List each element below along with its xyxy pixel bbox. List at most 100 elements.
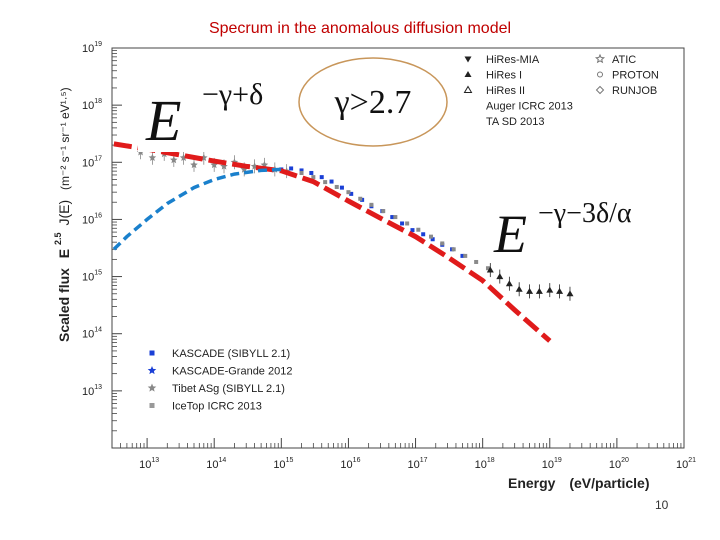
x-tick-exp: 15 <box>286 457 294 464</box>
y-tick-exp: 17 <box>94 155 102 162</box>
data-point <box>451 247 456 252</box>
slide-number: 10 <box>655 498 669 512</box>
legend-label: KASCADE (SIBYLL 2.1) <box>172 348 290 360</box>
x-tick-label: 1018 <box>475 457 495 471</box>
data-point <box>526 287 534 294</box>
legend-label: HiRes II <box>486 85 525 97</box>
x-tick-label: 1017 <box>408 457 428 471</box>
data-point <box>148 153 157 161</box>
data-point <box>358 196 363 201</box>
y-axis-title-main: Scaled flux <box>56 268 72 342</box>
data-point <box>429 234 434 239</box>
data-points <box>136 145 574 301</box>
legend-marker <box>149 403 155 408</box>
data-point <box>334 184 339 189</box>
data-point <box>339 185 344 190</box>
legend-marker <box>595 53 605 64</box>
formula-right-base: E <box>493 204 527 264</box>
legend-label: PROTON <box>612 70 659 82</box>
y-axis-title-func: J(E) <box>56 200 72 226</box>
svg-text:Scaled flux E 2.5: Scaled flux E 2.5 J(E) (m⁻² s⁻¹ sr⁻¹ eV¹… <box>48 87 72 342</box>
y-axis-title-e: E <box>56 249 72 258</box>
y-tick-base: 10 <box>82 386 94 398</box>
x-tick-base: 10 <box>139 459 151 471</box>
x-tick-label: 1014 <box>206 457 226 471</box>
legend-marker <box>149 350 155 356</box>
x-tick-label: 1021 <box>676 457 696 471</box>
y-tick-base: 10 <box>82 214 94 226</box>
data-point <box>260 160 269 169</box>
legend-marker <box>147 383 157 392</box>
x-tick-base: 10 <box>273 459 285 471</box>
data-point <box>210 160 218 169</box>
model-curves <box>112 141 552 343</box>
x-tick-label: 1016 <box>340 457 360 471</box>
x-tick-exp: 13 <box>151 457 159 464</box>
data-point <box>329 179 334 184</box>
legend-label: ATIC <box>612 54 636 66</box>
y-tick-exp: 19 <box>94 41 102 48</box>
legend-marker <box>597 71 603 78</box>
legend-bottom: KASCADE (SIBYLL 2.1) KASCADE-Grande 2012 T… <box>147 348 292 413</box>
data-point <box>410 228 415 233</box>
data-point <box>496 273 504 280</box>
data-point <box>474 259 479 264</box>
y-tick-label: 1015 <box>82 270 102 284</box>
data-point <box>566 290 574 297</box>
x-tick-label: 1013 <box>139 457 159 471</box>
legend-label: HiRes I <box>486 70 522 82</box>
data-point <box>546 286 554 293</box>
x-tick-base: 10 <box>206 459 218 471</box>
x-axis-title-unit: (eV/particle) <box>569 475 649 491</box>
y-tick-exp: 14 <box>94 327 102 334</box>
condition-text: γ>2.7 <box>334 84 412 121</box>
x-tick-exp: 20 <box>621 457 629 464</box>
legend-label: RUNJOB <box>612 85 657 97</box>
x-tick-label: 1020 <box>609 457 629 471</box>
y-tick-label: 1018 <box>82 98 102 112</box>
legend-label: IceTop ICRC 2013 <box>172 401 262 413</box>
y-axis-title: Scaled flux E 2.5 J(E) (m⁻² s⁻¹ sr⁻¹ eV¹… <box>48 87 72 342</box>
data-point <box>289 166 294 171</box>
data-point <box>309 170 314 175</box>
formula-left: E −γ+δ <box>138 62 290 153</box>
axis-ticks: 1013 1014 1015 1016 1017 1018 1019 1020 10211013… <box>82 41 696 471</box>
y-tick-base: 10 <box>82 157 94 169</box>
y-tick-label: 1017 <box>82 155 102 169</box>
y-tick-exp: 15 <box>94 270 102 277</box>
legend-label: Auger ICRC 2013 <box>486 101 573 113</box>
legend-label: Tibet ASg (SIBYLL 2.1) <box>172 383 285 395</box>
data-point <box>485 266 490 271</box>
data-point <box>200 153 208 161</box>
data-point <box>463 253 468 258</box>
legend-label: HiRes-MIA <box>486 54 540 66</box>
legend-label: KASCADE-Grande 2012 <box>172 366 292 378</box>
y-tick-base: 10 <box>82 329 94 341</box>
data-point <box>190 160 198 169</box>
data-point <box>349 191 354 196</box>
x-tick-base: 10 <box>475 459 487 471</box>
x-tick-label: 1015 <box>273 457 293 471</box>
data-point <box>299 168 304 173</box>
x-tick-exp: 18 <box>487 457 495 464</box>
y-tick-label: 1016 <box>82 212 102 226</box>
y-axis-title-unit: (m⁻² s⁻¹ sr⁻¹ eV¹·⁵) <box>58 87 72 190</box>
data-point <box>430 237 435 242</box>
formula-left-base: E <box>145 88 181 153</box>
y-tick-base: 10 <box>82 43 94 55</box>
slide-title: Specrum in the anomalous diffusion model <box>208 20 512 37</box>
blue-model-curve <box>112 167 282 251</box>
formula-right-exp: −γ−3δ/α <box>538 198 632 229</box>
legend-top: HiRes-MIA HiRes I HiRes II Auger ICRC 2013 T… <box>463 53 659 128</box>
formula-left-exp: −γ+δ <box>202 78 263 111</box>
legend-marker <box>595 85 605 95</box>
x-axis-title: Energy (eV/particle) <box>508 475 650 491</box>
x-tick-exp: 19 <box>554 457 562 464</box>
y-tick-label: 1013 <box>82 384 102 398</box>
x-tick-exp: 16 <box>353 457 361 464</box>
legend-marker <box>464 71 472 77</box>
legend-marker <box>464 56 472 63</box>
data-point <box>346 190 351 195</box>
data-point <box>421 232 426 237</box>
